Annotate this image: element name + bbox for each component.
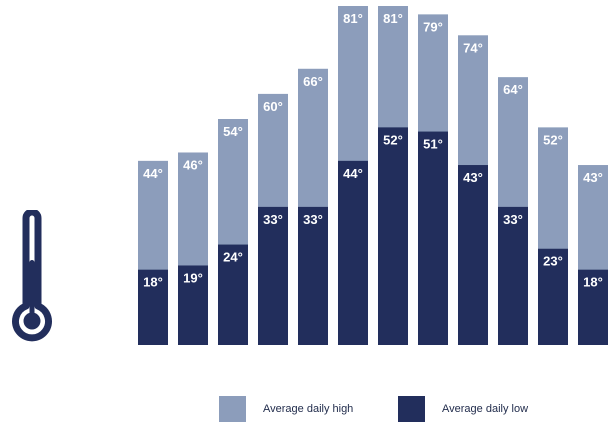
bar-label-high: 54°: [223, 124, 243, 139]
bar-low: [538, 248, 568, 345]
thermometer-bulb: [23, 312, 41, 330]
bar-low: [378, 127, 408, 346]
bar-label-low: 52°: [383, 132, 403, 147]
bar-low: [498, 206, 528, 345]
bar-label-high: 81°: [343, 11, 363, 26]
thermometer-outline: [12, 208, 52, 342]
bar-low: [458, 165, 488, 345]
bar-label-low: 19°: [183, 270, 203, 285]
bar-label-low: 33°: [503, 212, 523, 227]
bar-low: [418, 131, 448, 345]
legend-swatch-high: [219, 396, 246, 422]
bar-low: [258, 206, 288, 345]
thermometer-icon: [6, 208, 58, 346]
bar-label-low: 23°: [543, 254, 563, 269]
legend-label-high: Average daily high: [263, 403, 354, 415]
legend-item-low: Average daily low: [398, 396, 528, 422]
bar-label-low: 43°: [463, 170, 483, 185]
bar-label-high: 79°: [423, 19, 443, 34]
bar-low: [338, 160, 368, 345]
legend-item-high: Average daily high: [219, 396, 353, 422]
bar-label-high: 52°: [543, 132, 563, 147]
bar-low: [138, 269, 168, 345]
bar-label-high: 64°: [503, 82, 523, 97]
thermometer-mercury: [29, 260, 35, 318]
bar-label-high: 46°: [183, 157, 203, 172]
legend: Average daily high Average daily low: [0, 396, 608, 422]
bar-label-high: 81°: [383, 11, 403, 26]
bar-label-high: 43°: [583, 170, 603, 185]
legend-label-low: Average daily low: [442, 403, 529, 415]
bar-label-low: 18°: [583, 275, 603, 290]
temperature-bar-chart: 44° 18° 46° 19° 54° 24° 60° 33° 66° 33° 81° 44° 81° 5…: [138, 6, 608, 346]
bar-low: [578, 269, 608, 345]
bar-label-high: 74°: [463, 40, 483, 55]
bars-group: 44° 18° 46° 19° 54° 24° 60° 33° 66° 33° 81° 44° 81° 5…: [138, 6, 608, 346]
bar-label-low: 24°: [223, 250, 243, 265]
bar-label-low: 33°: [263, 212, 283, 227]
bar-label-low: 51°: [423, 137, 443, 152]
legend-swatch-low: [398, 396, 425, 422]
bar-label-high: 66°: [303, 74, 323, 89]
bar-label-low: 33°: [303, 212, 323, 227]
bar-low: [178, 265, 208, 345]
bar-label-low: 18°: [143, 275, 163, 290]
bar-label-high: 60°: [263, 99, 283, 114]
bar-label-high: 44°: [143, 166, 163, 181]
bar-label-low: 44°: [343, 166, 363, 181]
bar-low: [218, 244, 248, 345]
bar-low: [298, 206, 328, 345]
